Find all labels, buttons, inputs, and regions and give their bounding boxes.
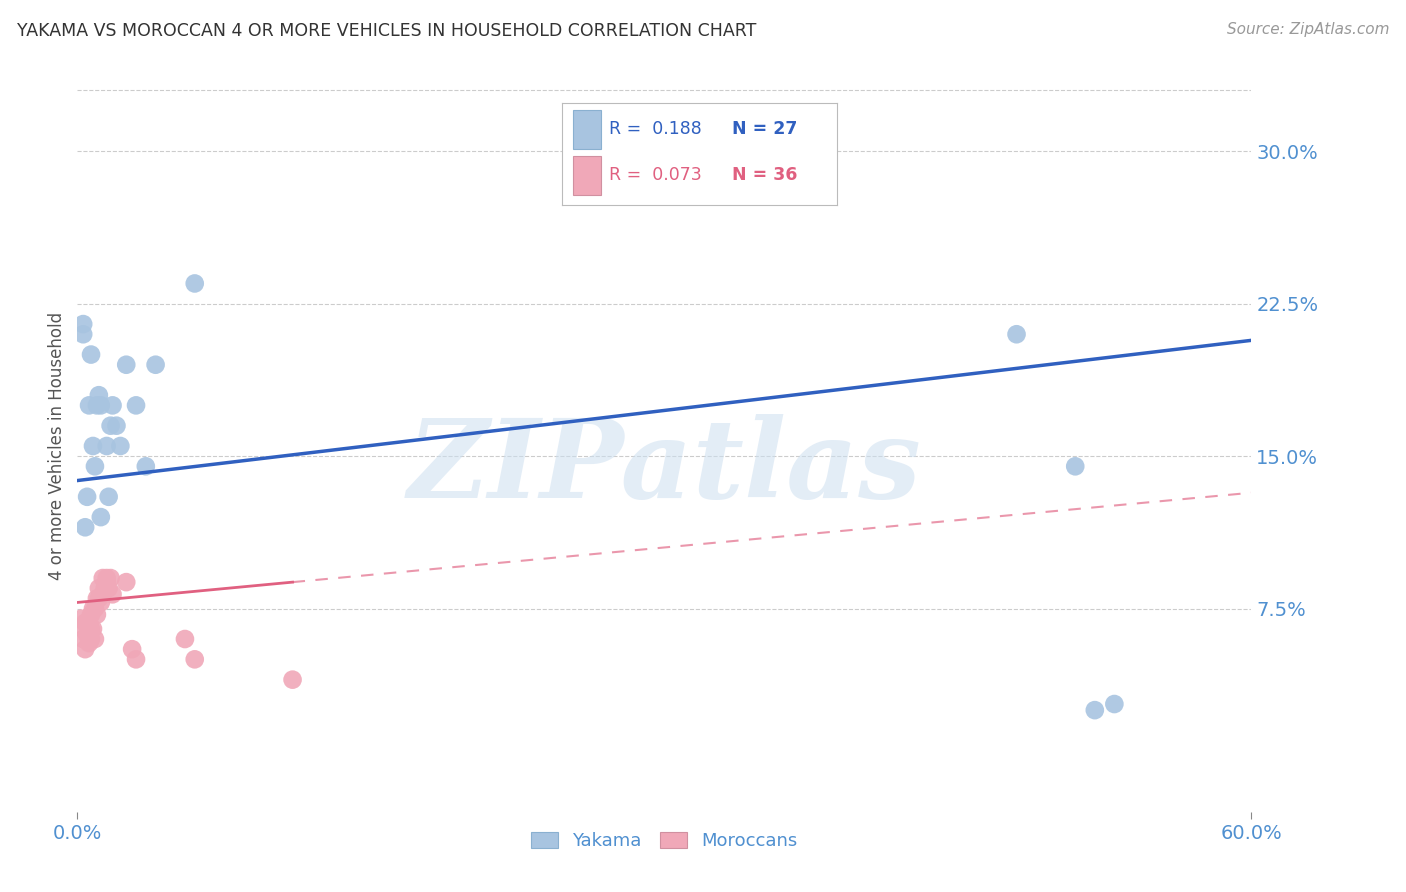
Point — [76, 615, 98, 630]
Point — [135, 459, 157, 474]
Point — [87, 591, 110, 606]
Point — [91, 571, 114, 585]
Point — [82, 439, 104, 453]
Point — [80, 348, 103, 362]
Point — [93, 581, 115, 595]
Text: N = 27: N = 27 — [733, 120, 797, 138]
Point — [72, 317, 94, 331]
Point — [96, 439, 118, 453]
Point — [75, 642, 97, 657]
Point — [77, 636, 100, 650]
Point — [75, 615, 97, 630]
Point — [90, 595, 112, 609]
Point — [87, 581, 110, 595]
Point — [110, 439, 132, 453]
Point — [97, 581, 120, 595]
Point — [86, 398, 108, 412]
Point — [100, 418, 122, 433]
Point — [115, 575, 138, 590]
Point — [97, 490, 120, 504]
Point — [86, 591, 108, 606]
Point — [72, 632, 94, 646]
Bar — [574, 156, 600, 194]
Text: YAKAMA VS MOROCCAN 4 OR MORE VEHICLES IN HOUSEHOLD CORRELATION CHART: YAKAMA VS MOROCCAN 4 OR MORE VEHICLES IN… — [17, 22, 756, 40]
Point — [1005, 327, 1028, 342]
Point — [1104, 697, 1126, 711]
Point — [90, 398, 112, 412]
Text: R =  0.073: R = 0.073 — [609, 167, 702, 185]
Point — [125, 652, 148, 666]
Point — [76, 490, 98, 504]
Text: R =  0.188: R = 0.188 — [609, 120, 702, 138]
Point — [77, 615, 100, 630]
Point — [82, 622, 104, 636]
Point — [84, 601, 107, 615]
Point — [115, 358, 138, 372]
Point — [90, 510, 112, 524]
Point — [183, 652, 207, 666]
Legend: Yakama, Moroccans: Yakama, Moroccans — [524, 825, 804, 857]
Point — [86, 607, 108, 622]
Point — [121, 642, 143, 657]
Point — [101, 398, 124, 412]
Text: ZIPatlas: ZIPatlas — [408, 414, 921, 522]
Point — [1084, 703, 1107, 717]
Point — [281, 673, 304, 687]
Bar — [574, 110, 600, 149]
Point — [70, 612, 93, 626]
Point — [75, 520, 97, 534]
Point — [72, 622, 94, 636]
Point — [80, 632, 103, 646]
Point — [82, 601, 104, 615]
Point — [101, 587, 124, 601]
Point — [125, 398, 148, 412]
Point — [84, 632, 107, 646]
Point — [77, 628, 100, 642]
Point — [100, 571, 122, 585]
Text: Source: ZipAtlas.com: Source: ZipAtlas.com — [1226, 22, 1389, 37]
Point — [87, 388, 110, 402]
Point — [145, 358, 167, 372]
Point — [91, 587, 114, 601]
Point — [105, 418, 128, 433]
Point — [80, 607, 103, 622]
Y-axis label: 4 or more Vehicles in Household: 4 or more Vehicles in Household — [48, 312, 66, 580]
Point — [96, 575, 118, 590]
Point — [183, 277, 207, 291]
Point — [84, 459, 107, 474]
Point — [77, 398, 100, 412]
Point — [174, 632, 197, 646]
Point — [96, 571, 118, 585]
Point — [76, 628, 98, 642]
Point — [1064, 459, 1087, 474]
Point — [80, 622, 103, 636]
Point — [72, 327, 94, 342]
Text: N = 36: N = 36 — [733, 167, 797, 185]
